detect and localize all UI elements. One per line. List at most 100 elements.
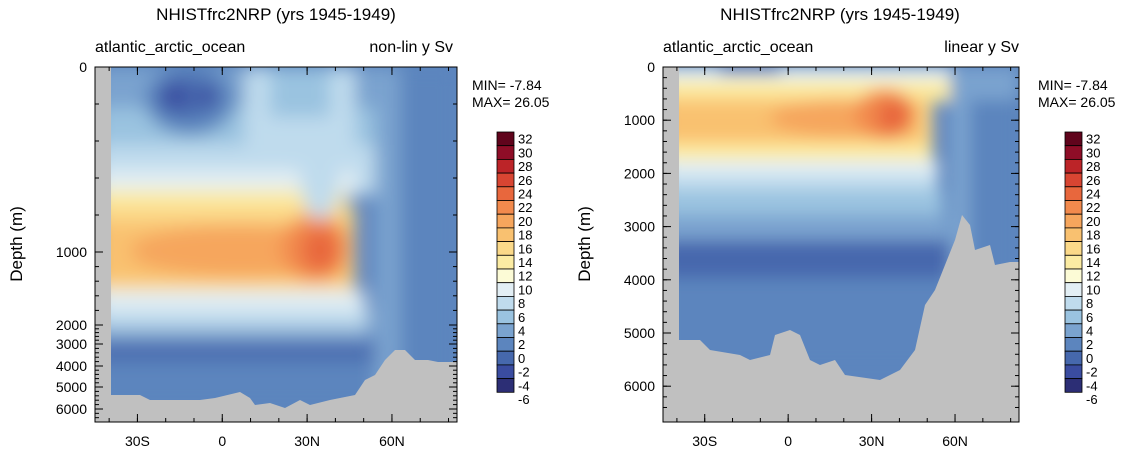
right-colorbar-label: 30 [1086,145,1100,160]
right-colorbar-label: -6 [1086,392,1098,407]
right-colorbar-box [1064,227,1083,242]
right-colorbar-box [1064,200,1083,215]
right-colorbar-box [1064,268,1083,284]
left-y-tick-label: 0 [79,59,87,75]
right-axis-ticks: 30S 0 30N 60N 0 1000 2000 3000 4000 5000 6000 [624,59,1019,449]
left-y-tick-label: 5000 [56,379,87,395]
right-colorbar-box [1064,172,1083,188]
right-colorbar-label: 0 [1086,351,1093,366]
right-colorbar-label: 8 [1086,296,1093,311]
right-colorbar-box [1064,295,1083,311]
left-colorbar-label: 18 [518,228,532,243]
left-colorbar-label: 10 [518,282,532,297]
left-colorbar-label: 20 [518,214,532,229]
left-colorbar-label: 14 [518,255,532,270]
right-colorbar-label: 6 [1086,310,1093,325]
left-colorbar-box [496,350,515,366]
right-colorbar-box [1064,213,1083,229]
left-chart-title: NHISTfrc2NRP (yrs 1945-1949) [156,5,396,24]
left-colorbar-box [496,364,515,379]
left-colorbar-box [496,378,515,393]
left-colorbar-label: 32 [518,132,532,147]
right-colorbar-box [1064,350,1083,366]
left-max-label: MAX= 26.05 [472,94,550,110]
right-colorbar-box [1064,378,1083,393]
right-colorbar-box [1064,145,1083,160]
left-colorbar-box [496,186,515,201]
left-colorbar-box [496,200,515,215]
left-scale-subtitle: non-lin y Sv [369,39,453,56]
left-land-bottom [95,350,457,422]
right-colorbar-box [1064,131,1083,147]
left-x-tick-label: 0 [218,433,226,449]
right-colorbar-label: 20 [1086,214,1100,229]
left-y-tick-label: 1000 [56,244,87,260]
right-y-tick-label: 4000 [624,272,655,288]
left-colorbar-label: 24 [518,187,532,202]
left-colorbar-label: 30 [518,145,532,160]
right-colorbar-box [1064,337,1083,352]
left-colorbar-label: 0 [518,351,525,366]
left-colorbar-box [496,268,515,284]
left-land-west [95,67,111,422]
left-panel: NHISTfrc2NRP (yrs 1945-1949) atlantic_ar… [7,5,550,449]
left-colorbar-box [496,131,515,147]
left-y-tick-label: 4000 [56,358,87,374]
right-colorbar-box [1064,309,1083,325]
right-colorbar-box [1064,364,1083,379]
right-x-tick-label: 30S [692,433,717,449]
right-max-label: MAX= 26.05 [1038,94,1116,110]
right-colorbar-label: -2 [1086,365,1098,380]
right-land-bottom [663,215,1019,422]
left-y-tick-label: 3000 [56,336,87,352]
left-colorbar-box [496,241,515,256]
left-colorbar-box [496,158,515,174]
left-y-axis-label: Depth (m) [7,206,26,282]
left-axis-ticks: 30S 0 30N 60N 0 1000 2000 3000 4000 5000 6000 [56,59,457,449]
right-colorbar-label: 22 [1086,200,1100,215]
right-colorbar-box [1064,254,1083,270]
right-colorbar-box [1064,186,1083,201]
right-x-tick-label: 30N [859,433,885,449]
right-colorbar-label: 24 [1086,187,1100,202]
right-y-axis-label: Depth (m) [575,206,594,282]
left-colorbar-box [496,227,515,242]
right-chart-title: NHISTfrc2NRP (yrs 1945-1949) [720,5,960,24]
right-x-tick-label: 0 [784,433,792,449]
right-y-tick-label: 6000 [624,378,655,394]
left-contour-field [95,67,457,422]
right-colorbar-label: 18 [1086,228,1100,243]
left-colorbar-label: 2 [518,337,525,352]
right-colorbar-label: 32 [1086,132,1100,147]
right-colorbar-label: 4 [1086,324,1093,339]
left-colorbar-label: 12 [518,269,532,284]
left-colorbar-box [496,295,515,311]
left-colorbar-label: -2 [518,365,530,380]
left-colorbar-label: 6 [518,310,525,325]
left-colorbar-box [496,145,515,160]
left-colorbar-label: 22 [518,200,532,215]
right-contour-field [663,67,1019,422]
left-y-tick-label: 2000 [56,317,87,333]
right-colorbar-box [1064,158,1083,174]
right-panel: NHISTfrc2NRP (yrs 1945-1949) atlantic_ar… [575,5,1116,449]
left-colorbar-label: -6 [518,392,530,407]
right-plot-frame [662,66,1020,423]
left-x-tick-label: 60N [379,433,405,449]
right-colorbar-box [1064,241,1083,256]
right-region-subtitle: atlantic_arctic_ocean [663,39,813,56]
right-min-label: MIN= -7.84 [1038,77,1108,93]
right-y-tick-label: 2000 [624,165,655,181]
left-colorbar-box [496,337,515,352]
left-colorbar-label: 16 [518,241,532,256]
left-region-subtitle: atlantic_arctic_ocean [95,39,245,56]
right-y-tick-label: 0 [647,59,655,75]
left-colorbar-box [496,213,515,229]
right-colorbar-box [1064,282,1083,297]
left-colorbar-label: -4 [518,378,530,393]
right-scale-subtitle: linear y Sv [944,39,1019,56]
right-field-shading [663,67,1019,422]
right-colorbar-label: 16 [1086,241,1100,256]
left-colorbar-box [496,254,515,270]
